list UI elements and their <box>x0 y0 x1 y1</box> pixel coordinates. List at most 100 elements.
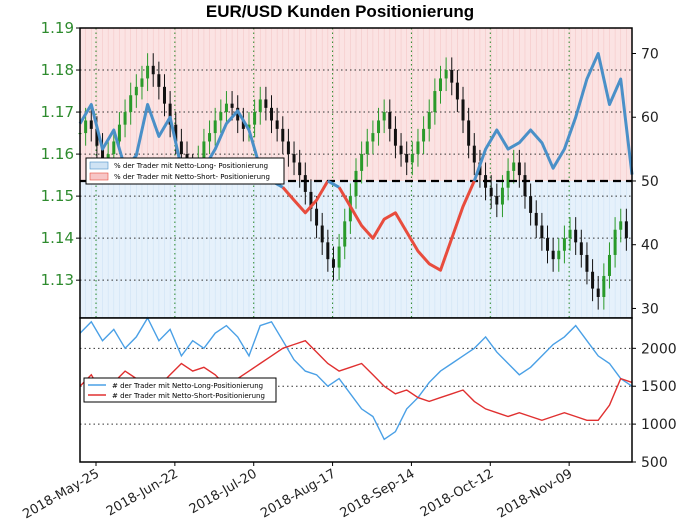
candle-body <box>208 133 212 142</box>
candle-body <box>405 154 409 163</box>
candle-body <box>607 254 611 276</box>
candle-body <box>253 112 257 125</box>
candle-body <box>241 120 245 129</box>
series-long-line <box>327 179 340 189</box>
y-left-tick-label: 1.18 <box>41 61 74 79</box>
candle-body <box>489 187 493 197</box>
candle-body <box>213 120 217 134</box>
y-right-tick-label: 1500 <box>641 379 677 395</box>
candle-body <box>343 221 347 247</box>
candle-body <box>292 154 296 163</box>
legend-swatch-long <box>89 161 109 170</box>
candle-body <box>337 246 341 268</box>
series-short-line <box>337 180 476 272</box>
y-right-tick-label: 2000 <box>641 341 677 357</box>
candle-body <box>95 128 99 146</box>
candle-body <box>258 99 262 113</box>
candle-body <box>585 254 589 272</box>
candle-body <box>557 250 561 260</box>
y-right-tick-label: 500 <box>641 455 668 471</box>
y-left-tick-label: 1.13 <box>41 271 74 289</box>
candle-body <box>450 70 454 83</box>
y-right-tick-label: 70 <box>641 46 659 62</box>
candle-body <box>371 133 375 142</box>
legend-swatch-short <box>89 172 109 181</box>
candle-body <box>309 191 313 209</box>
candle-body <box>546 238 550 251</box>
legend-box <box>83 377 277 403</box>
candle-body <box>315 208 319 226</box>
candle-body <box>230 103 234 108</box>
series-short-line <box>281 180 330 215</box>
y-left-tick-label: 1.14 <box>41 229 74 247</box>
candle-body <box>331 259 335 268</box>
candle-body <box>619 221 623 230</box>
x-tick-label: 2018-Sep-14 <box>338 466 418 521</box>
series-long-line <box>472 52 634 182</box>
y-right-tick-label: 60 <box>641 110 659 126</box>
candle-body <box>264 99 268 108</box>
x-tick-label: 2018-May-25 <box>20 466 102 522</box>
legend-bottom: # der Trader mit Netto-Long-Positionieru… <box>83 377 277 403</box>
y-right-tick-label: 50 <box>641 174 659 190</box>
bottom-panel-frame <box>79 317 633 463</box>
legend-label-long-count: # der Trader mit Netto-Long-Positionieru… <box>112 382 263 390</box>
candle-body <box>500 187 504 205</box>
x-tick-label: 2018-Aug-17 <box>258 466 338 521</box>
y-right-tick-label: 1000 <box>641 417 677 433</box>
candle-body <box>236 107 240 121</box>
x-tick-label: 2018-Jul-20 <box>187 466 260 517</box>
candle-body <box>382 112 386 121</box>
candle-body <box>286 141 290 155</box>
candle-body <box>117 124 121 142</box>
candle-body <box>179 141 183 155</box>
legend-label-short-count: # der Trader mit Netto-Short-Positionier… <box>112 392 265 400</box>
legend-label-long: % der Trader mit Netto-Long- Positionier… <box>114 162 268 170</box>
candle-body <box>146 65 150 79</box>
candle-body <box>416 141 420 155</box>
candle-body <box>574 229 578 243</box>
candle-body <box>388 112 392 129</box>
legend-top: % der Trader mit Netto-Long- Positionier… <box>85 157 285 185</box>
candle-body <box>168 103 172 125</box>
candle-body <box>438 78 442 92</box>
candle-body <box>275 120 279 129</box>
candle-body <box>472 145 476 163</box>
y-left-tick-label: 1.19 <box>41 19 74 37</box>
chart-title: EUR/USD Kunden Positionierung <box>206 2 474 21</box>
candle-body <box>134 86 138 96</box>
candle-body <box>467 120 471 146</box>
candle-body <box>602 275 606 297</box>
candle-body <box>506 170 510 188</box>
legend-label-short: % der Trader mit Netto-Short- Positionie… <box>114 173 270 181</box>
candle-body <box>365 141 369 155</box>
y-left-tick-label: 1.15 <box>41 187 74 205</box>
candle-body <box>568 229 572 239</box>
candle-body <box>529 196 533 213</box>
candle-body <box>410 154 414 163</box>
y-left-tick-label: 1.17 <box>41 103 74 121</box>
candle-body <box>540 225 544 239</box>
candle-body <box>551 250 555 260</box>
candle-body <box>534 212 538 226</box>
candle-body <box>427 112 431 129</box>
candle-body <box>517 162 521 176</box>
legend-box <box>85 157 285 185</box>
y-right-tick-label: 40 <box>641 238 659 254</box>
candle-body <box>140 78 144 87</box>
candle-body <box>495 196 499 205</box>
candle-body <box>303 175 307 192</box>
candle-body <box>112 141 116 155</box>
candle-body <box>433 91 437 113</box>
candle-body <box>523 175 527 197</box>
candle-body <box>129 95 133 113</box>
candle-body <box>591 271 595 289</box>
candle-body <box>247 124 251 129</box>
candle-body <box>399 145 403 155</box>
series-short-count-line <box>79 339 633 422</box>
candle-body <box>562 238 566 251</box>
candle-body <box>326 242 330 260</box>
candle-body <box>512 162 516 171</box>
y-right-tick-label: 30 <box>641 301 659 317</box>
